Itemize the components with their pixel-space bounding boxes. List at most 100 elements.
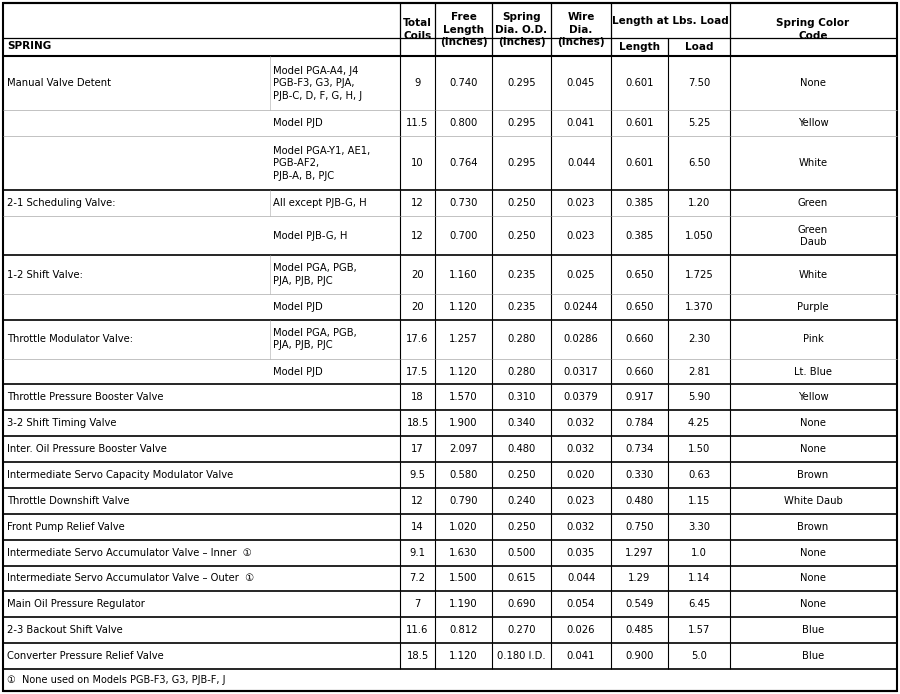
Text: 2.097: 2.097 — [449, 444, 478, 454]
Text: 0.023: 0.023 — [567, 198, 595, 208]
Text: White Daub: White Daub — [784, 496, 842, 506]
Text: 1.570: 1.570 — [449, 392, 478, 403]
Text: 0.0244: 0.0244 — [563, 302, 598, 312]
Text: 0.044: 0.044 — [567, 573, 595, 584]
Text: 6.45: 6.45 — [688, 600, 710, 609]
Text: 9.1: 9.1 — [410, 548, 426, 557]
Text: 5.25: 5.25 — [688, 118, 710, 128]
Text: Main Oil Pressure Regulator: Main Oil Pressure Regulator — [7, 600, 145, 609]
Text: Lt. Blue: Lt. Blue — [794, 366, 832, 377]
Text: 12: 12 — [411, 496, 424, 506]
Text: 17: 17 — [411, 444, 424, 454]
Text: 0.650: 0.650 — [626, 302, 653, 312]
Text: 0.041: 0.041 — [567, 118, 595, 128]
Text: Model PJD: Model PJD — [273, 302, 323, 312]
Text: 0.385: 0.385 — [626, 231, 653, 241]
Text: 0.295: 0.295 — [508, 158, 536, 169]
Text: 0.025: 0.025 — [567, 269, 595, 280]
Text: 1.190: 1.190 — [449, 600, 478, 609]
Text: 7.50: 7.50 — [688, 78, 710, 88]
Text: 0.784: 0.784 — [626, 418, 653, 428]
Text: Intermediate Servo Accumulator Valve – Outer  ①: Intermediate Servo Accumulator Valve – O… — [7, 573, 254, 584]
Text: 0.032: 0.032 — [567, 522, 595, 532]
Text: 0.0379: 0.0379 — [563, 392, 598, 403]
Text: 0.812: 0.812 — [449, 625, 478, 635]
Text: Converter Pressure Relief Valve: Converter Pressure Relief Valve — [7, 651, 164, 661]
Text: None: None — [800, 444, 826, 454]
Text: 20: 20 — [411, 269, 424, 280]
Text: SPRING: SPRING — [7, 41, 51, 51]
Text: 0.730: 0.730 — [449, 198, 478, 208]
Text: 7: 7 — [414, 600, 420, 609]
Text: 0.650: 0.650 — [626, 269, 653, 280]
Text: Model PGA, PGB,
PJA, PJB, PJC: Model PGA, PGB, PJA, PJB, PJC — [273, 328, 356, 350]
Text: Spring Color
Code: Spring Color Code — [777, 18, 850, 41]
Text: Green
Daub: Green Daub — [798, 225, 828, 247]
Text: 1.257: 1.257 — [449, 335, 478, 344]
Text: 0.660: 0.660 — [626, 366, 653, 377]
Text: Front Pump Relief Valve: Front Pump Relief Valve — [7, 522, 125, 532]
Text: 14: 14 — [411, 522, 424, 532]
Text: Pink: Pink — [803, 335, 824, 344]
Text: Model PGA-Y1, AE1,
PGB-AF2,
PJB-A, B, PJC: Model PGA-Y1, AE1, PGB-AF2, PJB-A, B, PJ… — [273, 146, 370, 180]
Text: 1.29: 1.29 — [628, 573, 651, 584]
Text: 0.023: 0.023 — [567, 231, 595, 241]
Text: Brown: Brown — [797, 522, 829, 532]
Text: 0.330: 0.330 — [626, 470, 653, 480]
Text: Blue: Blue — [802, 651, 824, 661]
Text: 2-1 Scheduling Valve:: 2-1 Scheduling Valve: — [7, 198, 115, 208]
Text: Inter. Oil Pressure Booster Valve: Inter. Oil Pressure Booster Valve — [7, 444, 166, 454]
Text: 6.50: 6.50 — [688, 158, 710, 169]
Text: 0.023: 0.023 — [567, 496, 595, 506]
Text: Model PJD: Model PJD — [273, 366, 323, 377]
Text: ①  None used on Models PGB-F3, G3, PJB-F, J: ① None used on Models PGB-F3, G3, PJB-F,… — [7, 675, 226, 685]
Text: 0.601: 0.601 — [626, 118, 653, 128]
Text: 1.500: 1.500 — [449, 573, 478, 584]
Text: Total
Coils: Total Coils — [403, 18, 432, 41]
Text: 2.81: 2.81 — [688, 366, 710, 377]
Text: 0.032: 0.032 — [567, 444, 595, 454]
Text: 1.160: 1.160 — [449, 269, 478, 280]
Text: Free
Length
(Inches): Free Length (Inches) — [440, 12, 487, 47]
Text: 0.280: 0.280 — [508, 366, 536, 377]
Text: 0.0317: 0.0317 — [563, 366, 598, 377]
Text: 0.800: 0.800 — [449, 118, 478, 128]
Text: Model PJD: Model PJD — [273, 118, 323, 128]
Text: 1.900: 1.900 — [449, 418, 478, 428]
Text: 1.050: 1.050 — [685, 231, 713, 241]
Text: Model PGA-A4, J4
PGB-F3, G3, PJA,
PJB-C, D, F, G, H, J: Model PGA-A4, J4 PGB-F3, G3, PJA, PJB-C,… — [273, 66, 362, 101]
Text: Model PGA, PGB,
PJA, PJB, PJC: Model PGA, PGB, PJA, PJB, PJC — [273, 263, 356, 286]
Text: 0.250: 0.250 — [508, 198, 536, 208]
Text: 0.580: 0.580 — [449, 470, 478, 480]
Text: 0.235: 0.235 — [508, 302, 536, 312]
Text: 18.5: 18.5 — [407, 651, 428, 661]
Text: 0.295: 0.295 — [508, 78, 536, 88]
Text: 9.5: 9.5 — [410, 470, 426, 480]
Text: 0.917: 0.917 — [626, 392, 653, 403]
Text: 0.250: 0.250 — [508, 522, 536, 532]
Text: None: None — [800, 548, 826, 557]
Text: 0.740: 0.740 — [449, 78, 478, 88]
Text: 0.045: 0.045 — [567, 78, 595, 88]
Text: 11.6: 11.6 — [406, 625, 428, 635]
Text: 0.044: 0.044 — [567, 158, 595, 169]
Text: 0.235: 0.235 — [508, 269, 536, 280]
Text: 1.14: 1.14 — [688, 573, 710, 584]
Text: Length at Lbs. Load: Length at Lbs. Load — [612, 15, 729, 26]
Text: 1.630: 1.630 — [449, 548, 478, 557]
Text: 0.295: 0.295 — [508, 118, 536, 128]
Text: Throttle Modulator Valve:: Throttle Modulator Valve: — [7, 335, 133, 344]
Text: All except PJB-G, H: All except PJB-G, H — [273, 198, 366, 208]
Text: 0.0286: 0.0286 — [563, 335, 598, 344]
Text: 0.026: 0.026 — [567, 625, 595, 635]
Text: 1.0: 1.0 — [691, 548, 707, 557]
Text: 1.297: 1.297 — [626, 548, 654, 557]
Text: 0.790: 0.790 — [449, 496, 478, 506]
Text: 18.5: 18.5 — [407, 418, 428, 428]
Text: 0.601: 0.601 — [626, 158, 653, 169]
Text: 0.480: 0.480 — [626, 496, 653, 506]
Text: 10: 10 — [411, 158, 424, 169]
Text: 11.5: 11.5 — [406, 118, 428, 128]
Text: Intermediate Servo Capacity Modulator Valve: Intermediate Servo Capacity Modulator Va… — [7, 470, 233, 480]
Text: 0.549: 0.549 — [626, 600, 653, 609]
